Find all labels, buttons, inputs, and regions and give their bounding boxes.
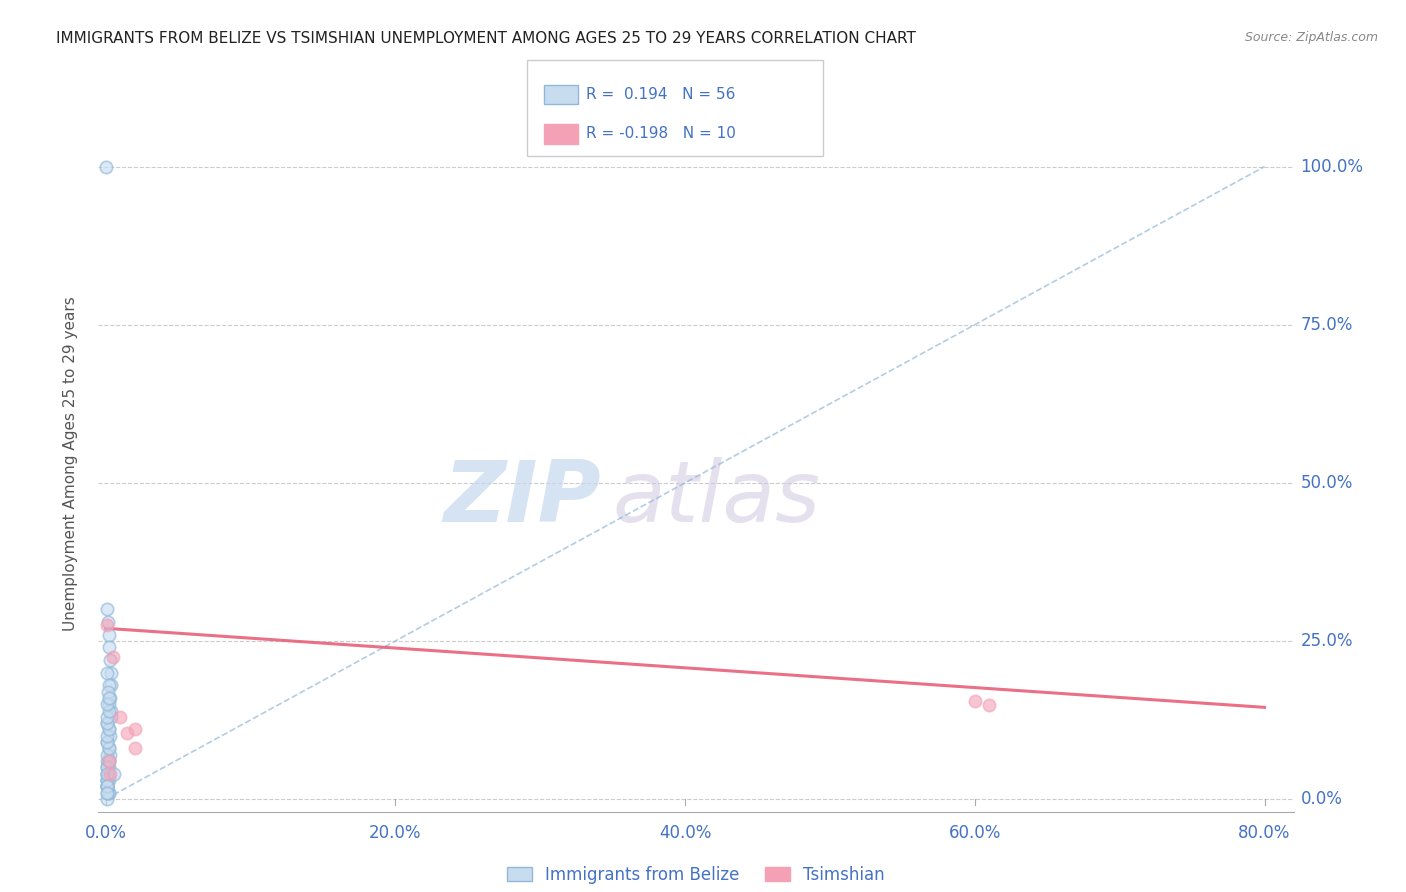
Point — [98, 747, 121, 762]
Point — [96, 780, 118, 794]
Point — [98, 640, 121, 655]
Point — [117, 725, 139, 739]
Point — [97, 627, 120, 641]
Point — [97, 786, 120, 800]
Point — [96, 766, 118, 780]
Text: 100.0%: 100.0% — [1301, 158, 1364, 176]
Point — [97, 723, 120, 737]
Text: R = -0.198   N = 10: R = -0.198 N = 10 — [586, 127, 737, 142]
Point — [98, 766, 121, 780]
Y-axis label: Unemployment Among Ages 25 to 29 years: Unemployment Among Ages 25 to 29 years — [63, 296, 77, 632]
Point — [96, 735, 118, 749]
Point — [98, 690, 121, 705]
Point — [96, 780, 118, 794]
Point — [96, 773, 118, 788]
Point — [97, 723, 120, 737]
Point — [103, 766, 125, 780]
Text: R =  0.194   N = 56: R = 0.194 N = 56 — [586, 87, 735, 103]
Point — [100, 665, 122, 680]
Point — [96, 665, 118, 680]
Point — [97, 615, 120, 629]
Point — [97, 741, 120, 756]
Point — [96, 602, 118, 616]
Point — [101, 649, 124, 664]
Point — [96, 780, 118, 794]
Point — [96, 160, 118, 174]
Point — [97, 704, 120, 718]
Point — [96, 710, 118, 724]
Point — [97, 773, 120, 788]
Text: 25.0%: 25.0% — [1301, 632, 1353, 650]
Point — [97, 684, 120, 698]
Point — [97, 754, 120, 768]
Point — [98, 697, 121, 711]
Point — [96, 747, 118, 762]
Point — [97, 754, 120, 768]
Point — [124, 723, 146, 737]
Text: 75.0%: 75.0% — [1301, 316, 1353, 334]
Text: ZIP: ZIP — [443, 457, 600, 541]
Point — [97, 690, 120, 705]
Point — [96, 766, 118, 780]
Point — [100, 704, 122, 718]
Point — [97, 741, 120, 756]
Point — [97, 754, 120, 768]
Text: Source: ZipAtlas.com: Source: ZipAtlas.com — [1244, 31, 1378, 45]
Point — [96, 766, 118, 780]
Point — [96, 754, 118, 768]
Point — [96, 792, 118, 806]
Point — [979, 698, 1001, 713]
Point — [98, 653, 121, 667]
Point — [96, 773, 118, 788]
Point — [96, 697, 118, 711]
Point — [96, 786, 118, 800]
Point — [108, 710, 131, 724]
Point — [97, 760, 120, 774]
Point — [98, 729, 121, 743]
Point — [963, 694, 986, 708]
Point — [124, 741, 146, 756]
Point — [96, 760, 118, 774]
Point — [96, 618, 118, 632]
Point — [100, 710, 122, 724]
Text: IMMIGRANTS FROM BELIZE VS TSIMSHIAN UNEMPLOYMENT AMONG AGES 25 TO 29 YEARS CORRE: IMMIGRANTS FROM BELIZE VS TSIMSHIAN UNEM… — [56, 31, 917, 46]
Point — [96, 735, 118, 749]
Point — [97, 786, 120, 800]
Point — [96, 716, 118, 731]
Point — [96, 729, 118, 743]
Point — [96, 780, 118, 794]
Point — [97, 678, 120, 692]
Point — [96, 760, 118, 774]
Point — [100, 678, 122, 692]
Legend: Immigrants from Belize, Tsimshian: Immigrants from Belize, Tsimshian — [501, 859, 891, 890]
Point — [96, 773, 118, 788]
Point — [96, 786, 118, 800]
Point — [97, 766, 120, 780]
Text: 0.0%: 0.0% — [1301, 790, 1343, 808]
Text: 50.0%: 50.0% — [1301, 474, 1353, 491]
Point — [96, 780, 118, 794]
Point — [96, 716, 118, 731]
Text: atlas: atlas — [612, 457, 820, 541]
